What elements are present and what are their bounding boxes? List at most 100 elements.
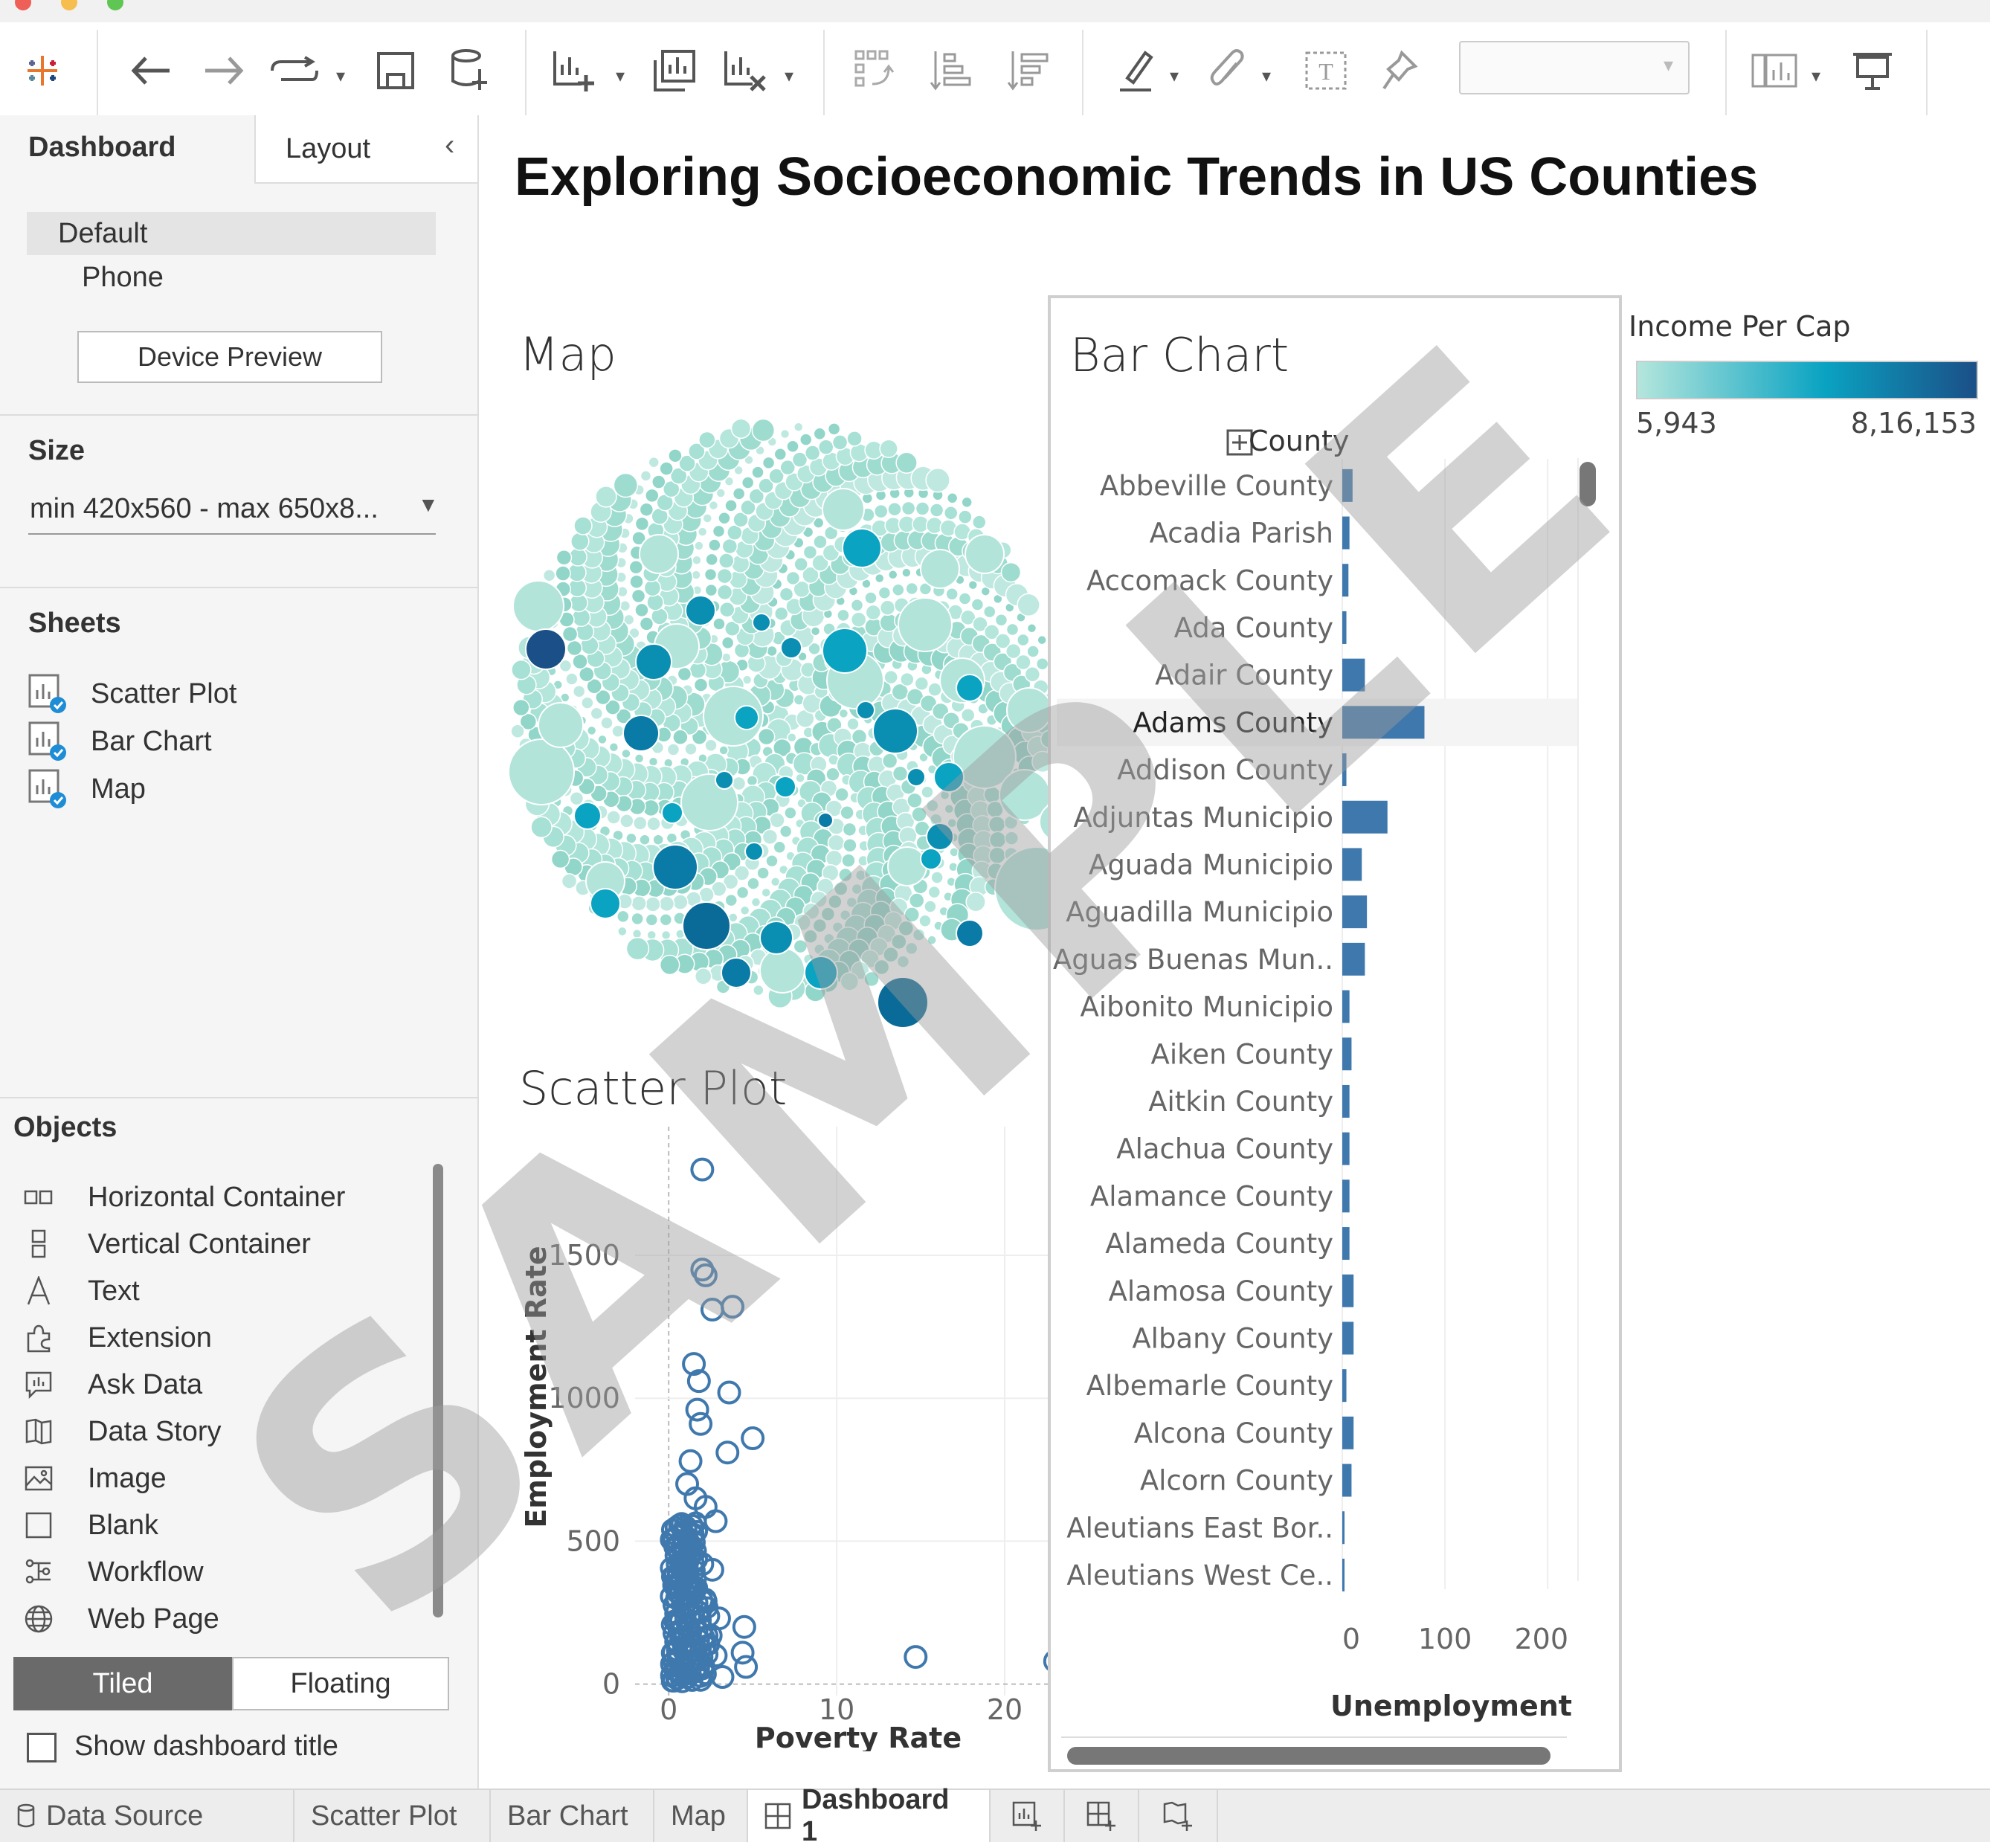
map-bubble[interactable]	[634, 516, 650, 532]
map-bubble[interactable]	[633, 816, 648, 831]
map-bubble[interactable]	[972, 515, 987, 529]
map-bubble[interactable]	[708, 538, 721, 552]
map-bubble[interactable]	[703, 686, 764, 747]
bar[interactable]	[1342, 516, 1350, 550]
object-horizontal-container[interactable]: Horizontal Container	[21, 1179, 345, 1216]
map-bubble[interactable]	[733, 465, 744, 476]
map-bubble[interactable]	[672, 729, 689, 745]
map-bubble[interactable]	[843, 837, 857, 853]
map-bubble[interactable]	[595, 689, 611, 706]
map-bubble[interactable]	[608, 742, 619, 753]
scatter-point[interactable]	[690, 1157, 715, 1182]
bar[interactable]	[1342, 1132, 1350, 1165]
scatter-point[interactable]	[700, 1298, 724, 1322]
scatter-point[interactable]	[703, 1509, 728, 1533]
bar-vertical-scrollbar[interactable]	[1580, 462, 1596, 506]
map-bubble[interactable]	[919, 694, 938, 712]
object-ask-data[interactable]: Ask Data	[21, 1366, 202, 1403]
bar[interactable]	[1342, 1369, 1347, 1403]
map-bubble[interactable]	[813, 427, 827, 441]
map-bubble[interactable]	[635, 643, 672, 680]
map-bubble[interactable]	[600, 716, 614, 730]
map-bubble[interactable]	[883, 947, 899, 963]
tab-dashboard[interactable]: Dashboard	[0, 115, 254, 184]
map-bubble[interactable]	[953, 725, 1017, 789]
map-bubble[interactable]	[586, 725, 597, 736]
map-bubble[interactable]	[721, 636, 735, 650]
bar[interactable]	[1342, 1274, 1354, 1307]
new-dashboard-tab-icon[interactable]	[1065, 1790, 1139, 1842]
map-bubble[interactable]	[750, 897, 761, 907]
scatter-point[interactable]	[730, 1641, 755, 1665]
scatter-point[interactable]	[734, 1655, 759, 1679]
map-bubble[interactable]	[920, 848, 942, 870]
map-bubble[interactable]	[901, 567, 912, 578]
map-bubble[interactable]	[558, 659, 573, 673]
bar-category-label[interactable]: Aguas Buenas Mun..	[1053, 944, 1333, 976]
map-bubble[interactable]	[740, 499, 756, 516]
map-bubble[interactable]	[804, 445, 821, 461]
scatter-point[interactable]	[717, 1380, 741, 1405]
map-bubble[interactable]	[1026, 645, 1040, 658]
map-bubble[interactable]	[926, 822, 954, 851]
map-bubble[interactable]	[842, 822, 857, 837]
tab-layout[interactable]: Layout ‹	[254, 115, 477, 184]
map-bubble[interactable]	[834, 787, 849, 802]
map-bubble[interactable]	[572, 653, 588, 670]
pin-icon[interactable]	[1374, 45, 1426, 97]
bar-category-label[interactable]: Albemarle County	[1086, 1370, 1333, 1402]
map-bubble[interactable]	[542, 568, 556, 582]
map-bubble[interactable]	[704, 738, 718, 752]
map-bubble[interactable]	[752, 613, 771, 632]
scatter-point[interactable]	[700, 1557, 724, 1582]
map-bubble[interactable]	[631, 531, 646, 546]
map-bubble[interactable]	[697, 527, 708, 537]
map-bubble[interactable]	[904, 941, 918, 956]
scatter-point[interactable]	[904, 1645, 928, 1670]
map-bubble[interactable]	[965, 534, 1005, 574]
tiled-toggle[interactable]: Tiled	[13, 1657, 232, 1710]
map-bubble[interactable]	[508, 738, 575, 805]
map-bubble[interactable]	[1035, 657, 1049, 671]
map-bubble[interactable]	[918, 752, 929, 763]
map-bubble[interactable]	[799, 433, 813, 446]
map-bubble[interactable]	[629, 574, 644, 589]
bar-chart-zone[interactable]: Bar Chart County Abbeville County Acadia …	[1048, 295, 1622, 1772]
map-bubble[interactable]	[793, 422, 804, 433]
object-web-page[interactable]: Web Page	[21, 1600, 219, 1638]
tab-data-source[interactable]: Data Source	[0, 1790, 294, 1842]
bar[interactable]	[1342, 895, 1368, 929]
map-bubble[interactable]	[881, 753, 898, 769]
map-bubble[interactable]	[748, 488, 765, 505]
map-bubble[interactable]	[841, 853, 856, 868]
scatter-point[interactable]	[715, 1440, 740, 1465]
map-bubble[interactable]	[538, 702, 584, 748]
new-story-tab-icon[interactable]	[1139, 1790, 1218, 1842]
map-bubble[interactable]	[703, 567, 718, 582]
map-bubble[interactable]	[915, 501, 930, 516]
map-bubble[interactable]	[924, 900, 937, 913]
bar-category-label[interactable]: Aguada Municipio	[1089, 849, 1333, 880]
map-bubble[interactable]	[1000, 561, 1022, 583]
device-default[interactable]: Default	[27, 212, 436, 255]
map-bubble[interactable]	[590, 706, 604, 721]
map-bubble[interactable]	[756, 866, 770, 880]
bar[interactable]	[1342, 753, 1347, 787]
map-bubble[interactable]	[774, 776, 796, 798]
map-bubble[interactable]	[648, 756, 659, 767]
map-bubble[interactable]	[741, 476, 755, 489]
map-bubble[interactable]	[926, 799, 939, 813]
map-bubble[interactable]	[579, 666, 595, 683]
collapse-pane-icon[interactable]: ‹	[445, 129, 455, 161]
map-bubble[interactable]	[898, 597, 953, 652]
map-bubble[interactable]	[1017, 633, 1030, 647]
map-bubble[interactable]	[812, 918, 828, 933]
map-bubble[interactable]	[590, 888, 621, 919]
bar-category-label[interactable]: Aibonito Municipio	[1081, 991, 1333, 1023]
scatter-point[interactable]	[677, 1546, 701, 1571]
floating-toggle[interactable]: Floating	[232, 1657, 449, 1710]
map-bubble[interactable]	[651, 474, 666, 489]
map-bubble[interactable]	[846, 431, 863, 447]
map-bubble[interactable]	[930, 871, 944, 884]
bar[interactable]	[1342, 848, 1362, 881]
